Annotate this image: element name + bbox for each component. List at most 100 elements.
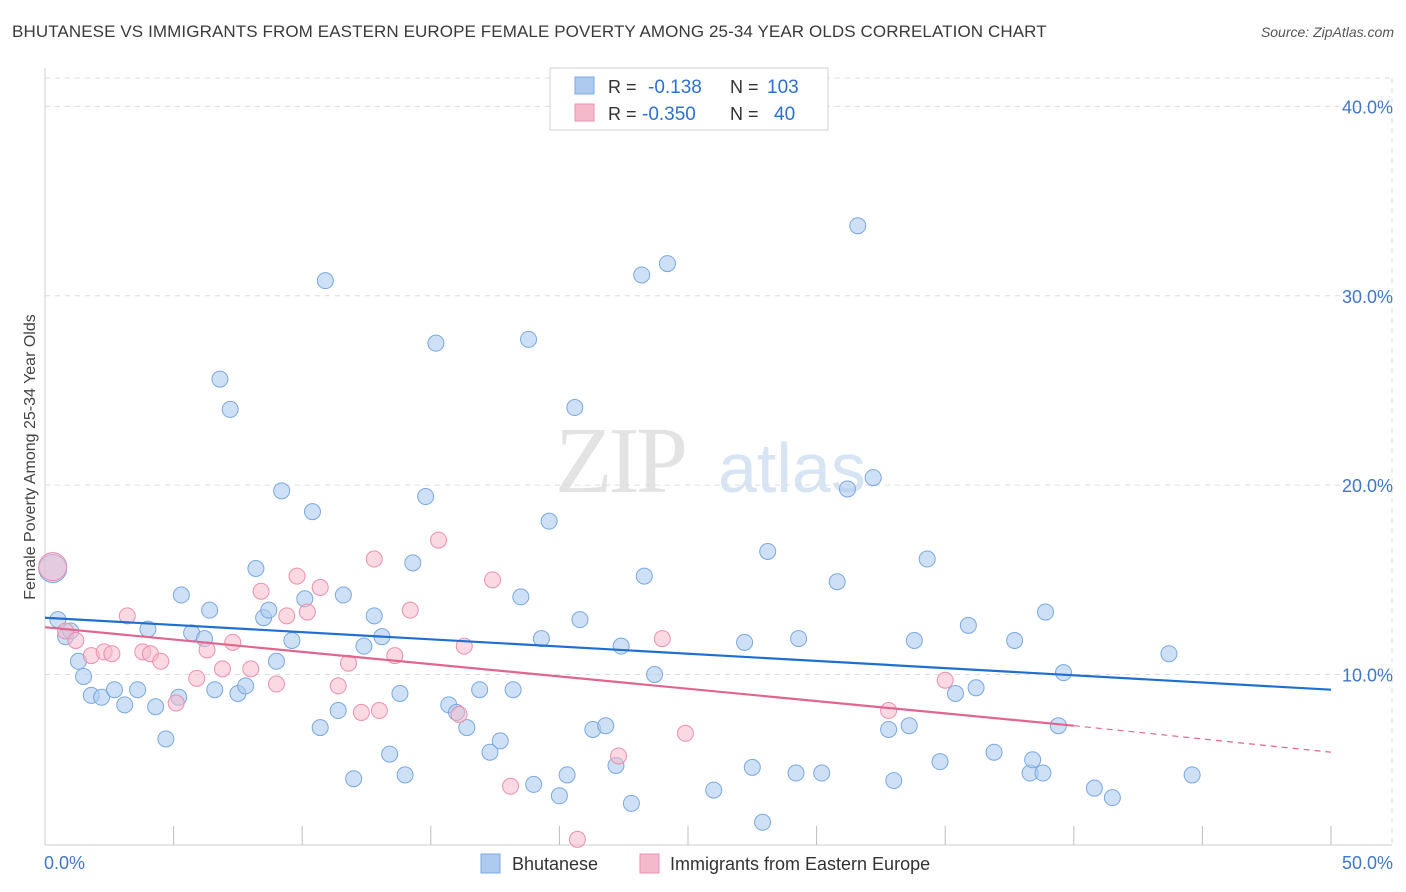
y-tick-label: 20.0%	[1342, 476, 1393, 496]
immigrants-point	[103, 645, 121, 663]
bhutanese-point	[705, 781, 723, 799]
bhutanese-point	[417, 488, 435, 506]
y-tick-label: 30.0%	[1342, 287, 1393, 307]
bhutanese-point	[427, 334, 445, 352]
bhutanese-point	[622, 794, 640, 812]
legend-swatch-immigrants	[574, 103, 595, 122]
bhutanese-point	[491, 732, 509, 750]
immigrants-point	[610, 747, 628, 765]
bhutanese-point	[283, 631, 301, 649]
bhutanese-point	[391, 684, 409, 702]
immigrants-point	[38, 552, 68, 582]
bhutanese-point	[237, 677, 255, 695]
bhutanese-point	[1037, 603, 1055, 621]
bhutanese-point	[918, 550, 936, 568]
legend-r-label: R =	[608, 104, 637, 124]
bhutanese-point	[550, 787, 568, 805]
bhutanese-point	[260, 601, 278, 619]
bhutanese-point	[471, 681, 489, 699]
bhutanese-point	[1034, 764, 1052, 782]
bhutanese-point	[959, 616, 977, 634]
bhutanese-point	[571, 611, 589, 629]
bhutanese-point	[1183, 766, 1201, 784]
trend-lines	[44, 616, 1332, 753]
legend-r-value: -0.350	[642, 104, 696, 125]
y-tick-label: 10.0%	[1342, 666, 1393, 686]
bhutanese-point	[931, 753, 949, 771]
bhutanese-point	[905, 631, 923, 649]
bhutanese-point	[404, 554, 422, 572]
bhutanese-point	[566, 399, 584, 417]
bhutanese-point	[75, 667, 93, 685]
bhutanese-point	[345, 770, 363, 788]
immigrants-point	[365, 550, 383, 568]
legend-n-label: N =	[730, 104, 759, 124]
bhutanese-point	[612, 637, 630, 655]
bhutanese-point	[633, 266, 651, 284]
immigrants-point	[401, 601, 419, 619]
bhutanese-point	[504, 681, 522, 699]
immigrants-point	[267, 675, 285, 693]
bhutanese-point	[635, 567, 653, 585]
immigrants-point	[352, 703, 370, 721]
bottom-legend-label-immigrants: Immigrants from Eastern Europe	[670, 854, 930, 874]
immigrants-point	[67, 631, 85, 649]
immigrants-trend-extension	[1073, 725, 1332, 753]
bhutanese-point	[381, 745, 399, 763]
bhutanese-point	[1160, 645, 1178, 663]
bhutanese-point	[787, 764, 805, 782]
bhutanese-point	[828, 573, 846, 591]
bhutanese-point	[759, 542, 777, 560]
bhutanese-point	[736, 633, 754, 651]
bhutanese-point	[303, 503, 321, 521]
bhutanese-point	[743, 758, 761, 776]
bhutanese-point	[334, 586, 352, 604]
bottom-legend-label-bhutanese: Bhutanese	[512, 854, 598, 874]
bhutanese-point	[1103, 789, 1121, 807]
bhutanese-point	[520, 330, 538, 348]
bhutanese-point	[201, 601, 219, 619]
immigrants-point	[152, 652, 170, 670]
bhutanese-point	[316, 272, 334, 290]
bhutanese-point	[813, 764, 831, 782]
immigrants-point	[936, 671, 954, 689]
bhutanese-point	[1024, 751, 1042, 769]
watermark-zip: ZIP	[555, 409, 685, 513]
bhutanese-point	[93, 688, 111, 706]
immigrants-point	[370, 702, 388, 720]
immigrants-point	[242, 660, 260, 678]
immigrants-point	[430, 531, 448, 549]
correlation-legend: R = -0.138 N = 103 R = -0.350 N = 40	[549, 67, 829, 131]
immigrants-point	[484, 571, 502, 589]
bhutanese-point	[105, 681, 123, 699]
bhutanese-point	[329, 702, 347, 720]
immigrants-point	[568, 830, 586, 848]
immigrants-point	[118, 607, 136, 625]
bhutanese-point	[116, 696, 134, 714]
bhutanese-point	[1055, 664, 1073, 682]
bhutanese-point	[754, 813, 772, 831]
bhutanese-point	[157, 730, 175, 748]
legend-n-value: 103	[767, 77, 799, 98]
x-tick-label: 50.0%	[1342, 853, 1393, 873]
bottom-legend-swatch-bhutanese	[480, 853, 501, 874]
bhutanese-point	[838, 480, 856, 498]
bhutanese-point	[512, 588, 530, 606]
immigrants-point	[502, 777, 520, 795]
bottom-legend-swatch-immigrants	[639, 853, 660, 874]
immigrants-point	[311, 578, 329, 596]
bhutanese-point	[540, 512, 558, 530]
y-axis-label: Female Poverty Among 25-34 Year Olds	[22, 314, 39, 600]
immigrants-point	[880, 702, 898, 720]
immigrants-point	[450, 705, 468, 723]
bhutanese-point	[790, 630, 808, 648]
immigrants-point	[167, 694, 185, 712]
immigrants-point	[213, 660, 231, 678]
bhutanese-point	[267, 652, 285, 670]
bhutanese-point	[458, 719, 476, 737]
bhutanese-point	[172, 586, 190, 604]
bhutanese-point	[206, 681, 224, 699]
bhutanese-point	[597, 717, 615, 735]
immigrants-point	[288, 567, 306, 585]
